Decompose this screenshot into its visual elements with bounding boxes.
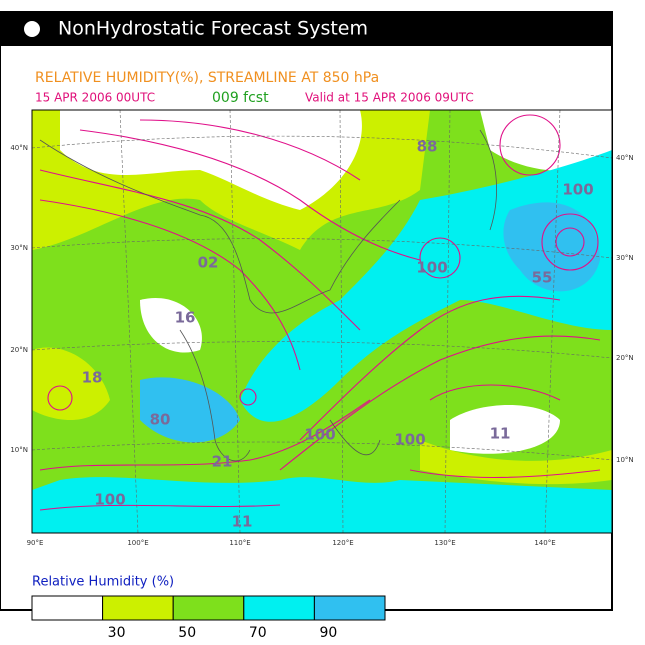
lon-label: 130°E [434,539,455,547]
graticule [32,110,612,533]
lon-label: 120°E [332,539,353,547]
lat-label: 40°N [10,144,28,152]
map-labels: 88 100 100 55 02 16 18 80 100 100 11 21 100 11 [82,138,594,531]
rh-90-area [140,377,240,443]
map-label: 16 [175,309,196,327]
map-label: 100 [304,426,335,444]
rh-30-area [420,440,612,485]
lon-label: 140°E [534,539,555,547]
map-label: 55 [532,269,553,287]
lat-label: 10°N [616,456,634,464]
rh-30-area [32,347,110,420]
map-label: 100 [416,259,447,277]
map-label: 02 [198,254,219,272]
lon-label: 90°E [27,539,44,547]
map-label: 18 [82,369,103,387]
lat-label: 20°N [10,346,28,354]
forecast-hour: 009 fcst [212,90,269,106]
rh-dry-area [140,298,202,353]
field-title: RELATIVE HUMIDITY(%), STREAMLINE AT 850 … [35,70,379,86]
lat-label: 10°N [10,446,28,454]
legend-tick: 90 [319,625,337,641]
legend-title: Relative Humidity (%) [32,575,174,590]
map-border [31,109,613,534]
coastlines [39,129,497,462]
header-bar [0,12,612,46]
map-label: 80 [150,411,171,429]
rh-dry-area [480,110,612,171]
legend-tick: 30 [108,625,126,641]
legend-swatch [102,595,174,621]
map-label: 88 [417,138,438,156]
map-label: 100 [94,491,125,509]
lon-label: 110°E [229,539,250,547]
lon-label: 100°E [127,539,148,547]
lat-label: 20°N [616,354,634,362]
valid-time: Valid at 15 APR 2006 09UTC [305,91,474,105]
rh-dry-area [450,405,560,454]
map-label: 11 [232,513,253,531]
header-title: NonHydrostatic Forecast System [58,18,368,40]
legend-swatch [31,595,104,621]
legend-tick: 50 [178,625,196,641]
rh-70-area [32,477,612,533]
map: 88 100 100 55 02 16 18 80 100 100 11 21 100 11 [32,110,612,533]
legend-swatch [313,595,386,621]
streamlines [39,114,601,511]
header-dot [24,21,40,37]
map-label: 11 [490,425,511,443]
init-time: 15 APR 2006 00UTC [35,91,155,105]
lat-label: 30°N [10,244,28,252]
map-label: 21 [212,453,233,471]
legend-tick: 70 [249,625,267,641]
lat-label: 30°N [616,254,634,262]
rh-dry-area [60,110,362,210]
map-label: 100 [394,431,425,449]
legend-swatch [243,595,315,621]
lat-label: 40°N [616,154,634,162]
map-label: 100 [562,181,593,199]
legend-swatch [172,595,245,621]
